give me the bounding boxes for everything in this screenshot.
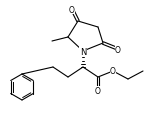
Text: O: O bbox=[95, 87, 101, 96]
Text: O: O bbox=[110, 67, 116, 76]
Text: O: O bbox=[69, 5, 75, 14]
Text: O: O bbox=[115, 45, 121, 54]
Text: N: N bbox=[80, 47, 86, 56]
